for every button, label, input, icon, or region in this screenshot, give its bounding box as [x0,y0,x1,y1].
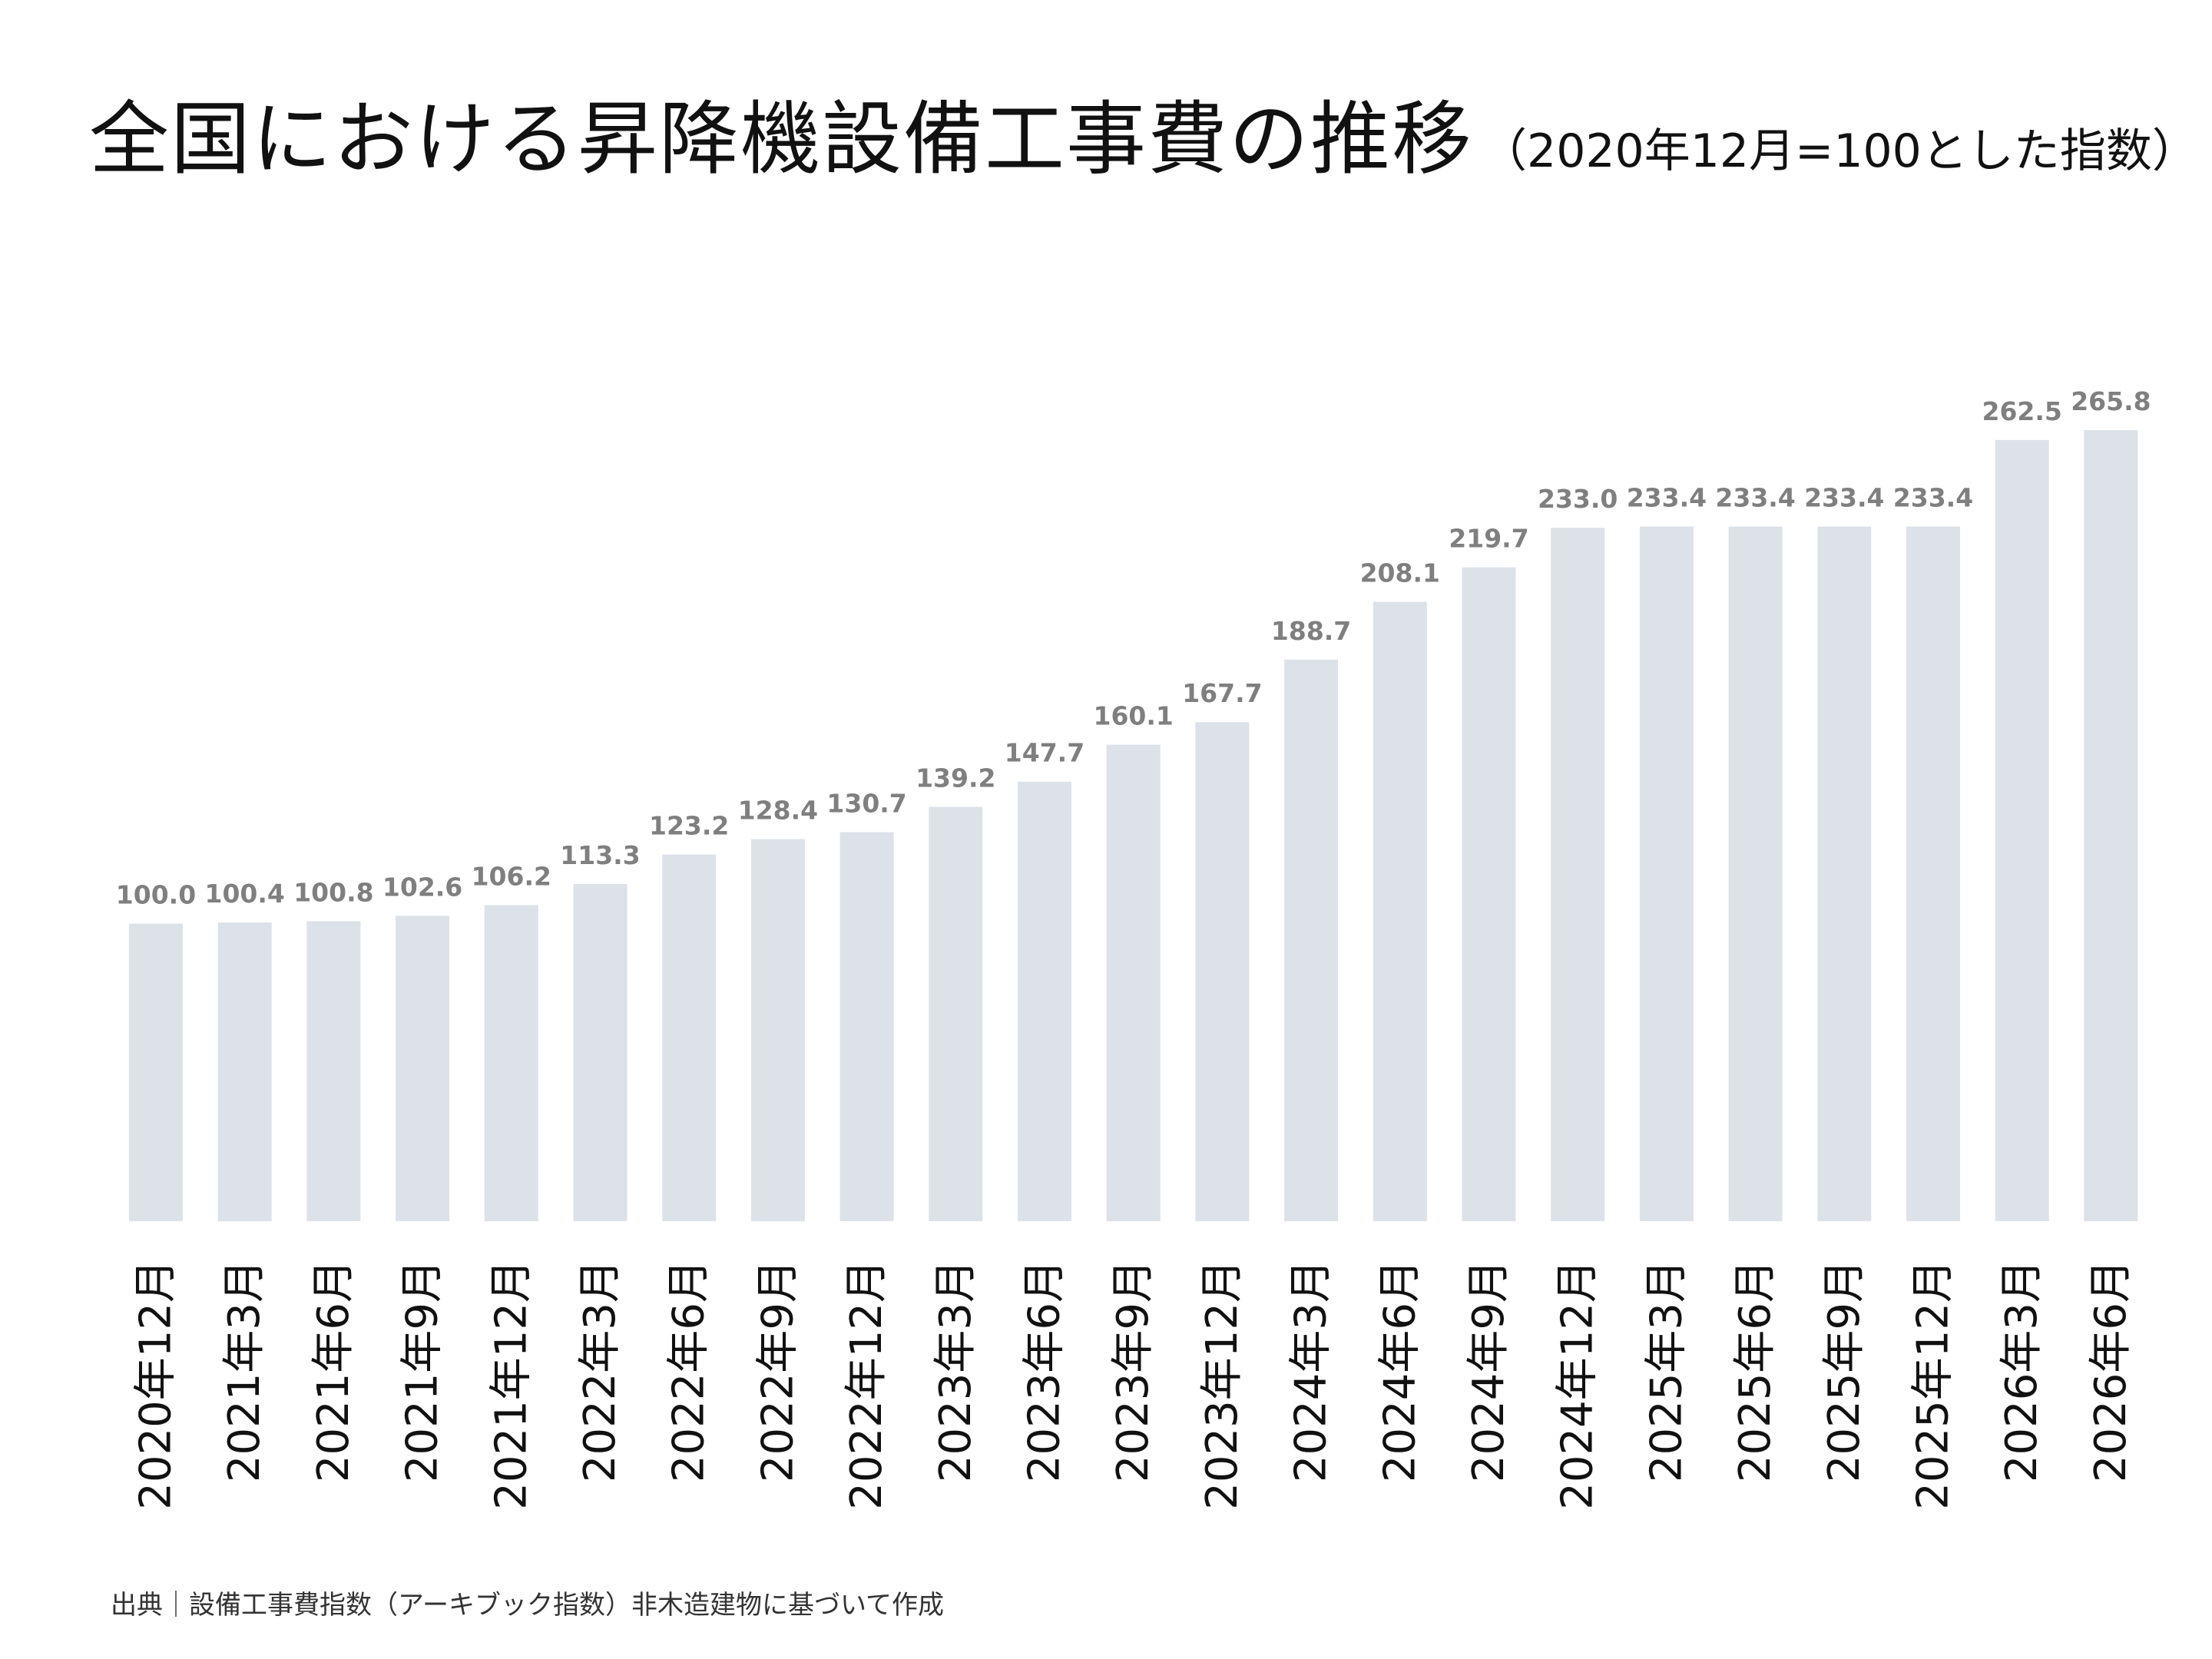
x-tick-label: 2025年3月 [1641,1260,1691,1482]
x-tick-label: 2025年9月 [1820,1260,1869,1482]
bar [1639,526,1694,1221]
bar [2084,430,2138,1221]
bar [662,854,717,1221]
bar-value-label: 123.2 [649,811,729,841]
x-tick-label: 2023年12月 [1197,1260,1247,1510]
bar [484,905,538,1221]
x-tick-label: 2021年3月 [220,1260,270,1482]
bar-value-label: 128.4 [738,796,818,826]
bar [306,921,361,1221]
bar [1462,567,1516,1221]
bar-value-label: 233.4 [1804,483,1884,513]
bar-value-label: 233.4 [1893,483,1973,513]
source-note: 出典｜設備工事費指数（アーキブック指数）非木造建物に基づいて作成 [111,1590,944,1621]
bar-value-label: 233.4 [1627,483,1707,513]
x-tick-label: 2022年6月 [664,1260,714,1482]
bar-value-label: 100.0 [116,880,196,910]
bar-value-label: 130.7 [826,789,906,819]
bar [839,832,894,1221]
bar-value-label: 233.4 [1715,483,1795,513]
x-tick-label: 2024年6月 [1375,1260,1425,1482]
chart-title-subtitle: （2020年12月=100とした指数） [1481,124,2198,178]
x-tick-label: 2024年12月 [1553,1260,1603,1510]
bar [929,806,983,1221]
bar-value-label: 100.4 [205,879,285,909]
x-tick-label: 2024年9月 [1464,1260,1514,1482]
x-tick-label: 2025年12月 [1909,1260,1959,1510]
bars-group [129,430,2138,1222]
x-tick-label: 2023年6月 [1020,1260,1070,1482]
bar-value-label: 233.0 [1538,484,1618,514]
bar-value-label: 167.7 [1182,678,1262,708]
x-tick-label: 2021年9月 [398,1260,448,1482]
bar [573,884,628,1221]
bar-value-label: 160.1 [1094,701,1174,731]
bar-value-label: 139.2 [916,763,995,793]
bar [1195,722,1250,1221]
chart-title-main: 全国における昇降機設備工事費の推移 [89,92,1474,186]
bar-value-label: 208.1 [1360,558,1440,588]
value-labels-group: 100.0 100.4 100.8 102.6 106.2 113.3 123.2 128.4… [116,386,2151,910]
x-tick-label: 2026年6月 [2086,1260,2136,1482]
x-tick-label: 2022年3月 [575,1260,625,1482]
bar [1728,526,1783,1221]
x-tick-label: 2021年12月 [486,1260,536,1510]
bar-value-label: 113.3 [560,840,640,870]
bar [1906,526,1960,1221]
x-tick-label: 2020年12月 [131,1260,181,1510]
x-tick-label: 2022年9月 [753,1260,803,1482]
chart-title: 全国における昇降機設備工事費の推移 （2020年12月=100とした指数） [89,74,2198,190]
bar [1995,439,2049,1221]
bar-value-label: 106.2 [472,862,551,892]
bar [1284,659,1339,1221]
bar [1106,744,1161,1221]
bar-value-label: 147.7 [1005,738,1084,768]
bar [396,916,450,1221]
bar [1373,601,1427,1221]
bar [1817,526,1872,1221]
bar-value-label: 262.5 [1982,396,2062,426]
x-tick-label: 2022年12月 [842,1260,892,1510]
bar [1018,781,1071,1221]
x-tick-label: 2023年3月 [931,1260,981,1482]
bar [217,922,272,1222]
bar [1551,528,1605,1221]
bar-value-label: 265.8 [2071,386,2151,416]
x-tick-labels-group: 2020年12月 2021年3月 2021年6月 2021年9月 2021年12月 202… [131,1260,2136,1510]
x-tick-label: 2026年3月 [1997,1260,2047,1482]
bar-value-label: 102.6 [382,872,462,902]
bar [750,839,805,1222]
x-tick-label: 2023年9月 [1108,1260,1158,1482]
x-tick-label: 2021年6月 [309,1260,359,1482]
bar-value-label: 188.7 [1271,616,1351,646]
bar-value-label: 100.8 [293,877,373,907]
bar-value-label: 219.7 [1449,524,1528,554]
bar [129,923,183,1221]
x-tick-label: 2025年6月 [1730,1260,1780,1482]
x-tick-label: 2024年3月 [1286,1260,1336,1482]
